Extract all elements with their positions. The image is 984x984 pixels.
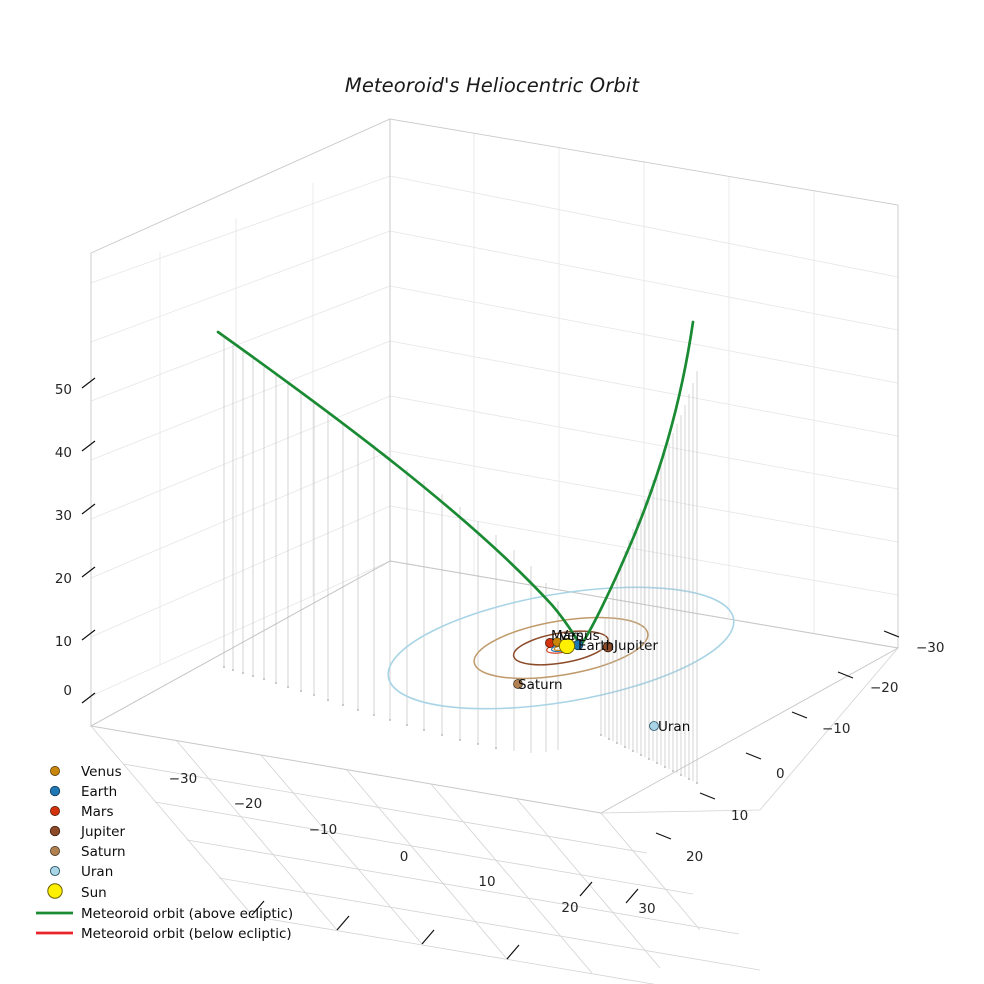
legend-marker-venus: [50, 766, 60, 776]
z-tick-label-40: 40: [55, 445, 72, 461]
x-tick-label-0: 0: [400, 849, 409, 865]
z-tick-label-50: 50: [55, 382, 72, 398]
orbit-ring-uran: [387, 586, 735, 710]
meteoroid-orbit-above-ecliptic: [216, 320, 695, 647]
legend-marker-jupiter: [49, 825, 61, 837]
solar-system-bodies: [513, 637, 659, 731]
label-earth: Earth: [578, 638, 614, 654]
y-tick-label-0: 0: [776, 766, 785, 782]
orbit-ring-jupiter: [512, 630, 610, 666]
pane-right-wall: [389, 118, 899, 649]
legend-item-venus[interactable]: Venus: [50, 764, 122, 780]
legend-item-earth[interactable]: Earth: [49, 784, 117, 800]
pane-left-wall: [90, 118, 391, 727]
body-marker-sun: [558, 637, 576, 655]
y-tick-label--20: −20: [870, 680, 899, 696]
orbit-ring-saturn: [473, 616, 649, 680]
label-venus: Venus: [559, 628, 600, 644]
legend-item-uran[interactable]: Uran: [49, 864, 113, 880]
chart-title: Meteoroid's Heliocentric Orbit: [344, 74, 640, 97]
legend-item-saturn[interactable]: Saturn: [50, 844, 126, 860]
legend-label-saturn: Saturn: [81, 844, 126, 860]
orbit-drop-stems-left: [223, 338, 559, 753]
legend-marker-earth: [49, 785, 61, 797]
legend-label-earth: Earth: [81, 784, 117, 800]
label-jupiter: Jupiter: [613, 638, 658, 654]
label-mars: Mars: [551, 628, 584, 644]
legend-label-venus: Venus: [81, 764, 122, 780]
planet-orbit-rings: [387, 586, 735, 710]
legend-label-uran: Uran: [81, 864, 113, 880]
label-saturn: Saturn: [518, 677, 563, 693]
body-text-labels: Mars Venus Earth Jupiter Saturn Uran: [518, 628, 690, 735]
x-tick-label-20: 20: [561, 900, 578, 916]
legend-item-jupiter[interactable]: Jupiter: [49, 824, 125, 840]
pane-floor: [89, 560, 900, 984]
legend-item-meteoroid-above[interactable]: Meteoroid orbit (above ecliptic): [36, 906, 293, 922]
x-tick-label-30: 30: [638, 901, 655, 917]
legend-marker-saturn: [50, 846, 60, 856]
z-tick-label-30: 30: [55, 508, 72, 524]
legend-item-meteoroid-below[interactable]: Meteoroid orbit (below ecliptic): [36, 926, 292, 942]
legend-label-meteoroid-above: Meteoroid orbit (above ecliptic): [81, 906, 293, 922]
x-tick-label-10: 10: [478, 874, 495, 890]
y-tick-label-20: 20: [686, 849, 703, 865]
x-tick-label--30: −30: [169, 771, 198, 787]
y-tick-label--10: −10: [822, 721, 851, 737]
legend-label-jupiter: Jupiter: [80, 824, 125, 840]
legend-marker-uran: [49, 865, 61, 877]
body-marker-uran: [649, 721, 659, 731]
orbit-drop-stems-right: [600, 371, 698, 784]
z-axis: 50 40 30 20 10 0: [55, 377, 96, 704]
axes3d-panes: [89, 118, 900, 984]
body-marker-saturn: [513, 679, 523, 689]
y-tick-label--30: −30: [916, 640, 945, 656]
x-axis: −30 −20 −10 0 10 20 30: [169, 771, 656, 960]
x-tick-label--10: −10: [309, 822, 338, 838]
y-axis: −30 −20 −10 0 10 20: [655, 630, 945, 865]
chart-legend: Venus Earth Mars Jupiter Saturn: [36, 764, 293, 942]
legend-marker-sun: [47, 883, 63, 899]
legend-label-mars: Mars: [81, 804, 114, 820]
legend-item-mars[interactable]: Mars: [50, 804, 114, 820]
z-tick-label-20: 20: [55, 571, 72, 587]
legend-item-sun[interactable]: Sun: [47, 883, 107, 901]
legend-label-sun: Sun: [81, 885, 107, 901]
z-tick-label-0: 0: [63, 683, 72, 699]
body-marker-jupiter: [602, 641, 614, 653]
y-tick-label-10: 10: [731, 808, 748, 824]
legend-marker-mars: [50, 806, 60, 816]
legend-label-meteoroid-below: Meteoroid orbit (below ecliptic): [81, 926, 292, 942]
label-uran: Uran: [658, 719, 690, 735]
z-tick-label-10: 10: [55, 634, 72, 650]
x-tick-label--20: −20: [234, 796, 263, 812]
